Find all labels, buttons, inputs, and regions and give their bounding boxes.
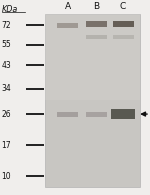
Text: 17: 17 [2,141,11,150]
Text: 72: 72 [2,21,11,30]
Text: 26: 26 [2,110,11,119]
Bar [112,35,134,39]
Text: B: B [93,2,99,11]
Text: A: A [64,2,70,11]
Bar [85,21,106,27]
Bar [112,21,134,27]
Bar [111,109,135,119]
Text: KDa: KDa [2,5,18,14]
Text: 34: 34 [2,84,11,93]
Text: 43: 43 [2,61,11,70]
Text: 10: 10 [2,172,11,181]
Bar [57,112,78,117]
Text: 55: 55 [2,40,11,49]
Bar [45,14,140,100]
Bar [85,112,106,117]
Text: C: C [120,2,126,11]
Bar [85,35,106,39]
Bar [57,23,78,28]
Bar [45,14,140,187]
